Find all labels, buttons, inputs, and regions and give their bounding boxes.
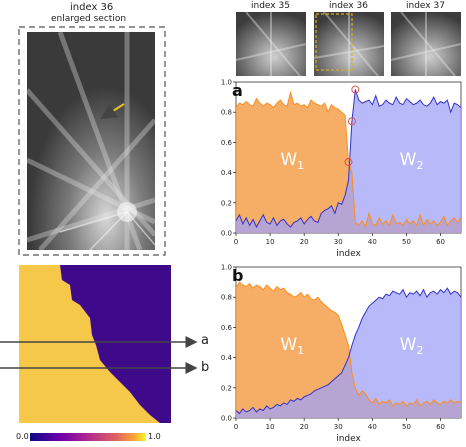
y-tick-label: 1.0 <box>221 264 232 272</box>
arrow-label-b: b <box>201 360 210 375</box>
colorbar <box>30 433 146 441</box>
series-w1-line <box>235 90 462 229</box>
colorbar-max-label: 1.0 <box>148 432 161 441</box>
phase-region-dark <box>60 265 171 423</box>
enlarged-subtitle: enlarged section <box>51 14 127 24</box>
region-label-subscript: 1 <box>297 344 304 357</box>
x-tick-label: 30 <box>334 423 343 431</box>
pattern-center-spot <box>117 202 137 222</box>
arrow-label-a: a <box>201 333 209 348</box>
region-label-subscript: 1 <box>297 159 304 172</box>
series-w2-area <box>236 288 461 418</box>
y-tick-label: 0.4 <box>221 354 233 362</box>
x-tick-label: 40 <box>368 238 377 246</box>
thumbnail-35 <box>236 12 306 76</box>
x-tick-label: 0 <box>234 423 238 431</box>
region-label-subscript: 2 <box>416 344 423 357</box>
thumbnail-37 <box>391 12 461 76</box>
thumbnail-label-35: index 35 <box>251 1 290 11</box>
enlarged-dashed-frame <box>18 26 166 256</box>
x-axis-label: index <box>336 434 361 444</box>
series-w1-area <box>236 282 461 418</box>
x-axis-label: index <box>336 249 361 259</box>
y-tick-label: 0.6 <box>221 139 233 147</box>
series-w2-area <box>236 89 461 233</box>
highlight-marker <box>351 85 360 94</box>
y-tick-label: 0.0 <box>221 230 232 238</box>
x-tick-label: 30 <box>334 238 343 246</box>
yellow-arrow-icon <box>100 103 125 120</box>
y-tick-label: 0.0 <box>221 415 232 423</box>
panel-letter: b <box>232 266 243 285</box>
highlight-marker <box>347 117 356 126</box>
thumbnail-strip <box>235 11 462 77</box>
y-tick-label: 0.6 <box>221 324 233 332</box>
phase-map <box>0 265 198 441</box>
region-label-subscript: 2 <box>416 159 423 172</box>
x-tick-label: 0 <box>234 238 238 246</box>
enlarged-section <box>18 26 166 256</box>
x-tick-label: 20 <box>300 423 309 431</box>
x-tick-label: 60 <box>436 238 445 246</box>
x-tick-label: 10 <box>266 423 275 431</box>
highlight-marker <box>344 158 353 167</box>
x-tick-label: 20 <box>300 238 309 246</box>
thumbnail-label-37: index 37 <box>406 1 445 11</box>
x-tick-label: 50 <box>402 238 411 246</box>
series-w2-line <box>235 89 462 229</box>
x-tick-label: 10 <box>266 238 275 246</box>
colorbar-min-label: 0.0 <box>16 432 29 441</box>
y-tick-label: 1.0 <box>221 79 232 87</box>
series-w2-line <box>235 287 462 415</box>
series-w1-line <box>235 281 462 407</box>
y-tick-label: 0.2 <box>221 199 232 207</box>
enlarged-title: index 36 <box>70 2 114 13</box>
thumbnail-36 <box>314 12 384 76</box>
x-tick-label: 60 <box>436 423 445 431</box>
thumbnail-label-36: index 36 <box>329 1 368 11</box>
x-tick-label: 40 <box>368 423 377 431</box>
y-tick-label: 0.8 <box>221 109 232 117</box>
y-tick-label: 0.8 <box>221 294 232 302</box>
selection-dashed-box <box>315 13 353 71</box>
y-tick-label: 0.4 <box>221 169 233 177</box>
y-tick-label: 0.2 <box>221 384 232 392</box>
panel-letter: a <box>232 81 243 100</box>
x-tick-label: 50 <box>402 423 411 431</box>
